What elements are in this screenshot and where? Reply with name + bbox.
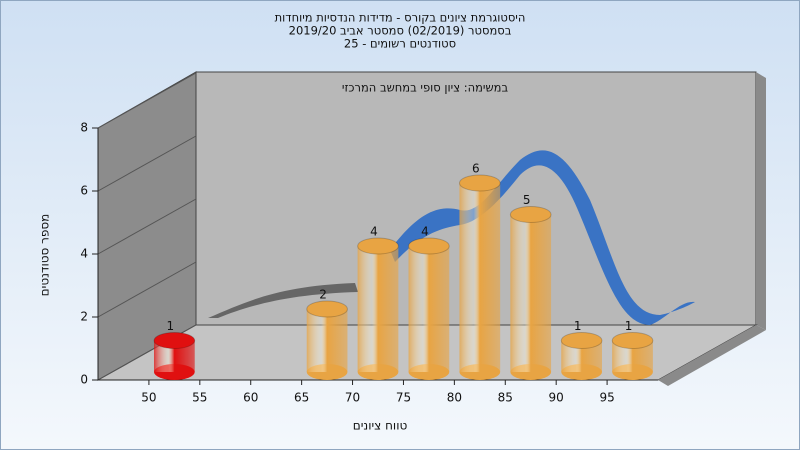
- x-tick-label: 95: [599, 391, 614, 405]
- bar-top: [458, 174, 501, 192]
- floor-edge: [658, 325, 766, 386]
- bar: [510, 214, 552, 372]
- y-tick-label: 6: [80, 184, 88, 198]
- annotation: במשימה: ציון סופי במחשב המרכזי: [342, 81, 509, 95]
- y-tick-label: 2: [80, 310, 88, 324]
- bar-top: [509, 206, 552, 223]
- bar-top: [408, 237, 450, 255]
- title-line: בסמסטר (02/2019) סמסטר אביב 2019/20: [289, 24, 512, 38]
- bar: [306, 309, 348, 372]
- bar-top: [611, 332, 654, 349]
- x-tick-label: 55: [192, 391, 207, 405]
- grid-line: [97, 261, 197, 318]
- y-tick-label: 0: [80, 373, 88, 387]
- data-label: 5: [523, 193, 531, 207]
- grid-line: [97, 135, 197, 192]
- data-label: 4: [421, 225, 429, 239]
- x-tick-label: 50: [141, 391, 156, 405]
- bar-top: [153, 332, 196, 349]
- data-label: 1: [625, 319, 633, 333]
- bar-top: [306, 300, 348, 318]
- x-tick-label: 65: [294, 391, 309, 405]
- data-label: 2: [319, 288, 327, 302]
- title-line: היסטוגרמת ציונים בקורס - מדידות הנדסיות …: [275, 11, 526, 25]
- x-tick-label: 80: [447, 391, 462, 405]
- title-line: סטודנטים רשומים - 25: [344, 37, 456, 51]
- curve-ribbon-back: [208, 283, 358, 318]
- grid-line: [97, 72, 197, 129]
- back-wall-edge: [756, 72, 766, 330]
- x-tick-label: 60: [243, 391, 258, 405]
- y-tick-label: 8: [80, 121, 88, 135]
- x-tick-label: 85: [498, 391, 513, 405]
- curve-ribbon: [390, 150, 695, 325]
- bar-top: [357, 237, 399, 255]
- y-tick-label: 4: [80, 247, 88, 261]
- bar: [357, 246, 399, 372]
- x-tick-label: 75: [396, 391, 411, 405]
- y-axis-label: מספר סטודנטים: [38, 214, 52, 297]
- data-label: 6: [472, 162, 480, 176]
- data-label: 4: [370, 225, 378, 239]
- bar-top: [560, 332, 603, 349]
- grid-line: [97, 198, 197, 255]
- x-tick-label: 70: [345, 391, 360, 405]
- bar: [459, 183, 501, 372]
- x-axis-label: טווח ציונים: [353, 419, 408, 433]
- x-tick-label: 90: [549, 391, 564, 405]
- bar: [408, 246, 450, 372]
- data-label: 1: [167, 319, 175, 333]
- data-label: 1: [574, 319, 582, 333]
